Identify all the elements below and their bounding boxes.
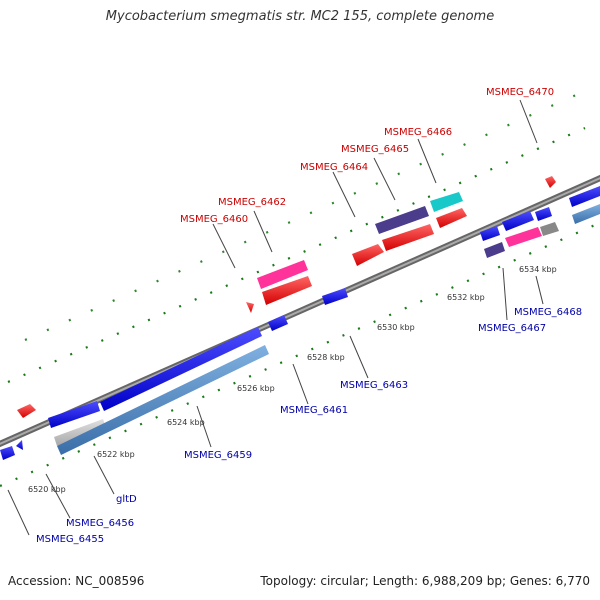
genome-backbone: [0, 174, 600, 448]
gene-msmeg-6466-cyan: [430, 192, 463, 212]
tick-6528: 6528 kbp: [307, 353, 345, 362]
gene-msmeg-6464: [352, 244, 384, 266]
gene-gltD-large: [48, 401, 100, 428]
gene-msmeg-6455: [0, 446, 15, 460]
gene-msmeg-6466-red: [436, 208, 467, 228]
label-leader-lines: [7, 99, 544, 536]
gene-msmeg-6467-a: [480, 226, 500, 241]
gene-red-pointer: [246, 302, 254, 313]
tick-6530: 6530 kbp: [377, 323, 415, 332]
gene-msmeg-6462: [262, 276, 312, 305]
map-title: Mycobacterium smegmatis str. MC2 155, co…: [105, 9, 495, 24]
label-msmeg-6470: MSMEG_6470: [486, 87, 554, 98]
label-msmeg-6465: MSMEG_6465: [341, 144, 409, 155]
gene-grey-small: [540, 222, 559, 236]
gene-msmeg-6465-purple: [375, 206, 429, 234]
gene-msmeg-6456: [16, 440, 23, 450]
gene-msmeg-6463: [322, 288, 348, 305]
label-msmeg-6466: MSMEG_6466: [384, 127, 452, 138]
tick-6524: 6524 kbp: [167, 418, 205, 427]
reverse-strand-ticks: [0, 180, 596, 488]
gene-blue-edge: [569, 186, 600, 207]
tick-6526: 6526 kbp: [237, 384, 275, 393]
forward-strand-genes: [17, 176, 556, 418]
tick-6532: 6532 kbp: [447, 293, 485, 302]
label-msmeg-6455: MSMEG_6455: [36, 534, 104, 545]
forward-strand-ticks: [7, 89, 586, 384]
forward-labels: MSMEG_6460 MSMEG_6462 MSMEG_6464 MSMEG_6…: [180, 87, 554, 225]
gene-gltD-grey: [54, 419, 106, 446]
reverse-labels: MSMEG_6455 MSMEG_6456 gltD MSMEG_6459 MS…: [36, 307, 582, 545]
position-ticks: 6520 kbp 6522 kbp 6524 kbp 6526 kbp 6528…: [28, 265, 557, 494]
label-msmeg-6460: MSMEG_6460: [180, 214, 248, 225]
gene-msmeg-6460: [257, 260, 308, 289]
gene-msmeg-6461: [268, 315, 288, 331]
tick-6534: 6534 kbp: [519, 265, 557, 274]
gene-msmeg-6459-steel: [57, 345, 269, 455]
tick-6520: 6520 kbp: [28, 485, 66, 494]
gene-msmeg-6470: [545, 176, 556, 188]
label-msmeg-6456: MSMEG_6456: [66, 518, 134, 529]
tick-6522: 6522 kbp: [97, 450, 135, 459]
gene-red-left: [17, 404, 36, 418]
label-msmeg-6464: MSMEG_6464: [300, 162, 368, 173]
accession-text: Accession: NC_008596: [8, 574, 145, 588]
label-msmeg-6468: MSMEG_6468: [514, 307, 582, 318]
label-gltD: gltD: [116, 494, 137, 505]
genome-summary: Topology: circular; Length: 6,988,209 bp…: [260, 574, 590, 588]
gene-msmeg-6468-blue: [502, 211, 534, 231]
label-msmeg-6463: MSMEG_6463: [340, 380, 408, 391]
gene-msmeg-6468-pink: [505, 227, 542, 247]
label-msmeg-6462: MSMEG_6462: [218, 197, 286, 208]
gene-msmeg-6467-b: [484, 242, 505, 258]
label-msmeg-6461: MSMEG_6461: [280, 405, 348, 416]
label-msmeg-6459: MSMEG_6459: [184, 450, 252, 461]
reverse-strand-genes: [0, 186, 600, 460]
gene-msmeg-6459-blue: [100, 327, 262, 411]
label-msmeg-6467: MSMEG_6467: [478, 323, 546, 334]
gene-msmeg-6465-red: [382, 224, 434, 251]
gene-steel-edge: [572, 204, 600, 224]
gene-blue-small: [535, 207, 552, 221]
